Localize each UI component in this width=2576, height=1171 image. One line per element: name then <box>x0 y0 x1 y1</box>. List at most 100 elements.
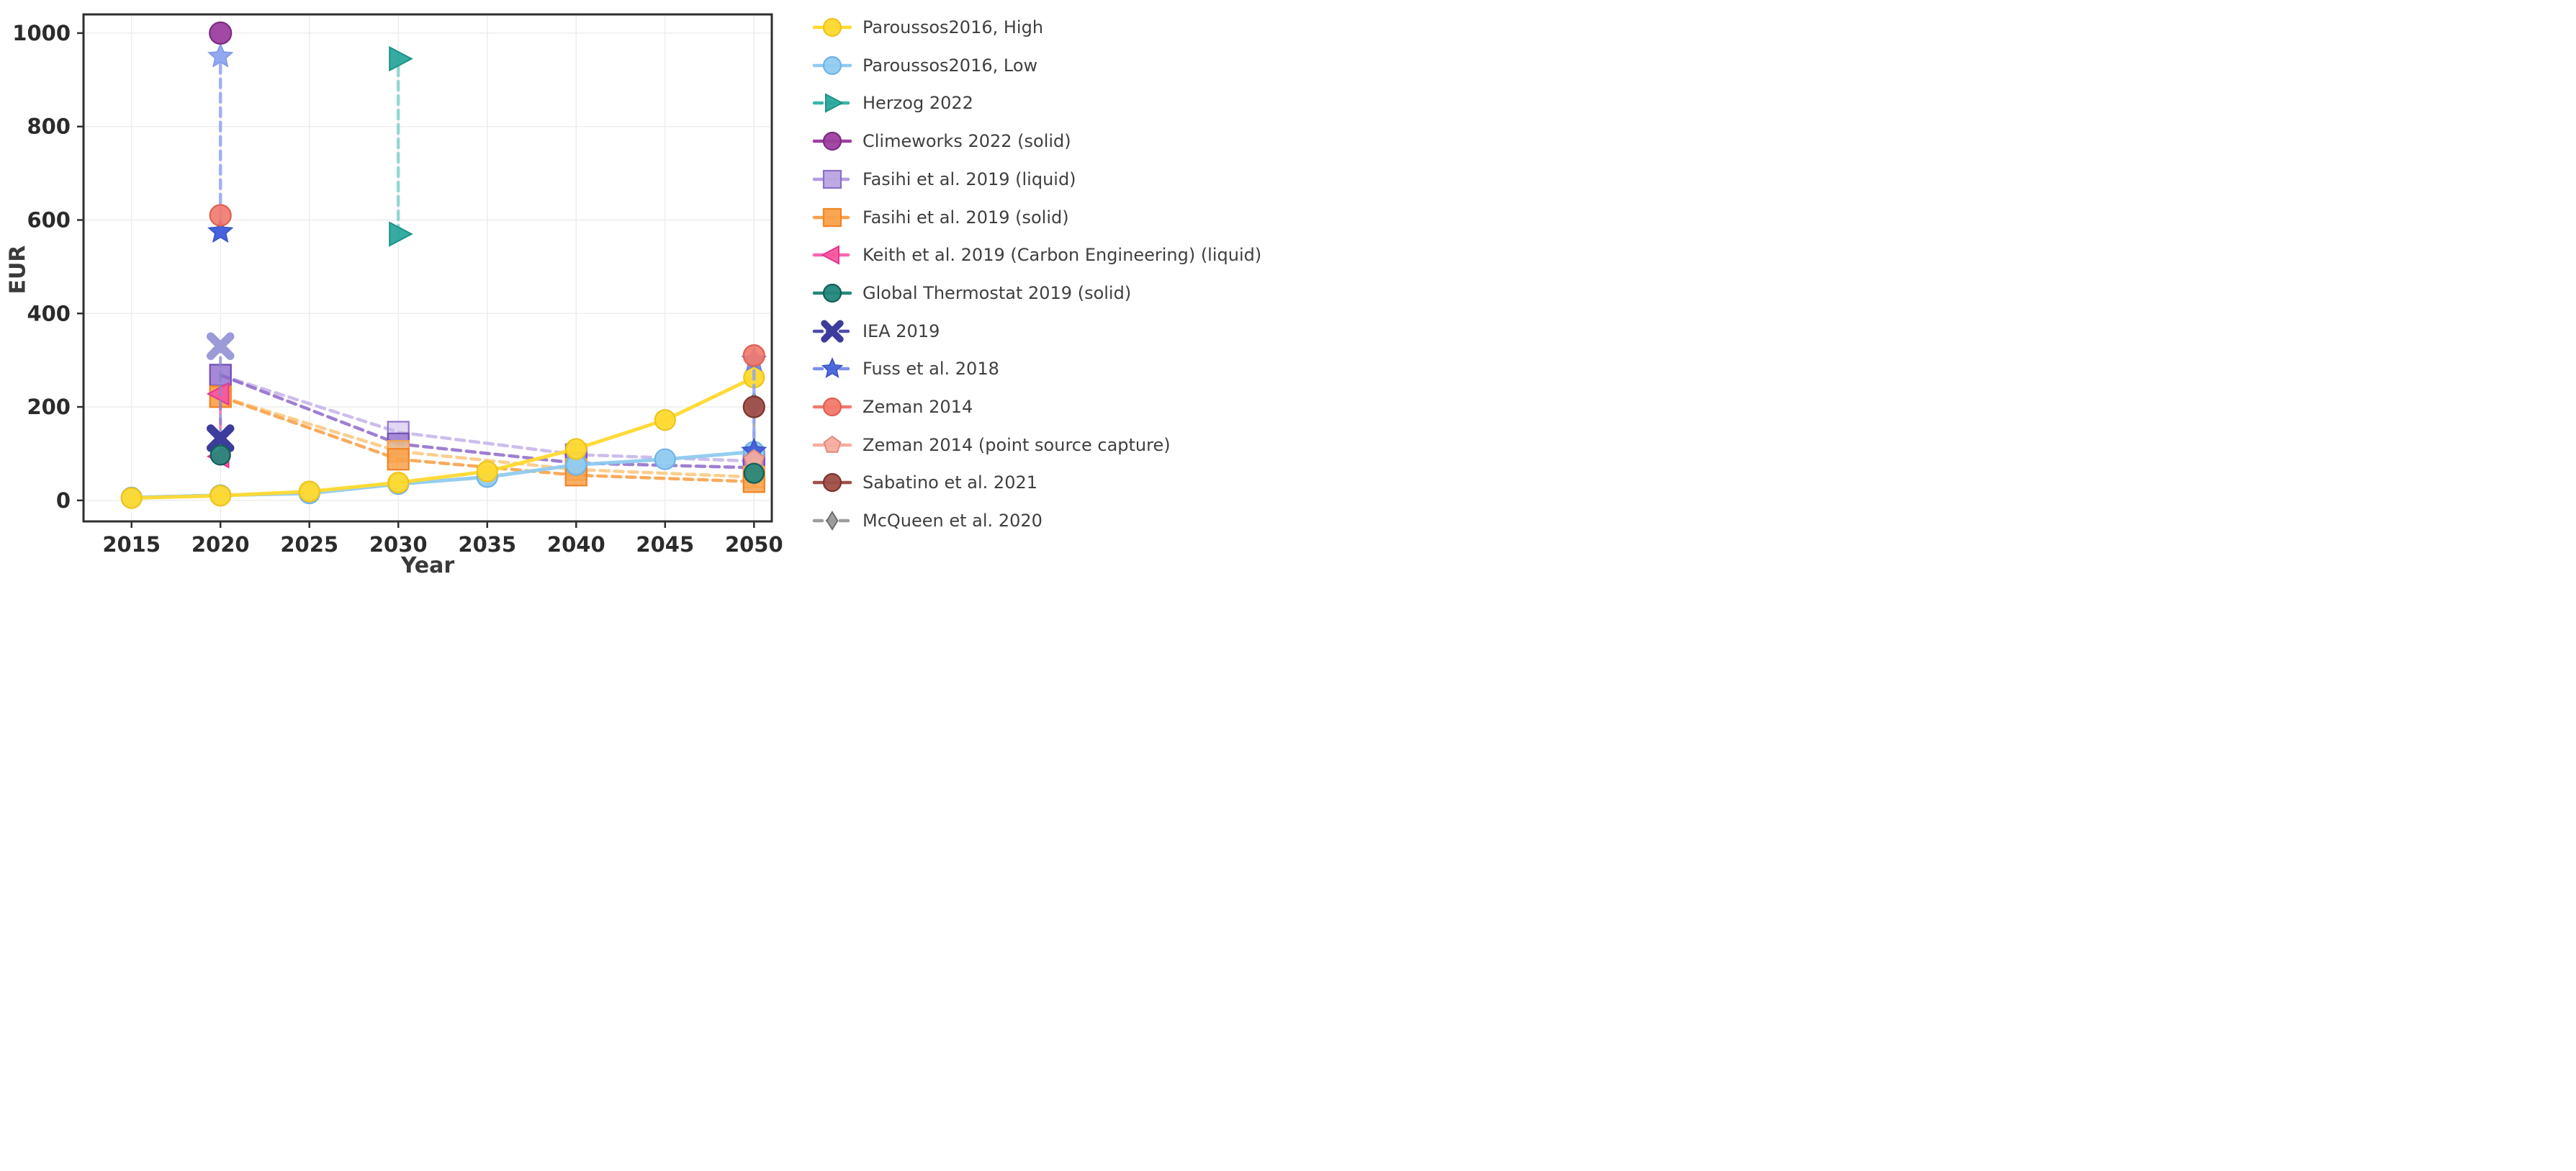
legend: Paroussos2016, High Paroussos2016, Low Her… <box>812 0 1287 586</box>
point-paroussos-high <box>476 460 498 483</box>
x-tick-label: 2045 <box>636 532 694 557</box>
chart-canvas: 2015 2020 2025 2030 2035 2040 2045 2050 0 200 400 6… <box>0 0 812 586</box>
axes-frame <box>82 13 773 523</box>
series-fuss-2020-range <box>207 42 234 243</box>
legend-sample-marker <box>822 169 842 189</box>
legend-sample-marker <box>826 511 839 531</box>
point-herzog-range <box>389 221 413 247</box>
legend-sample-marker <box>822 55 842 75</box>
legend-item-14: McQueen et al. 2020 <box>812 508 1042 533</box>
legend-item-label: Paroussos2016, Low <box>863 55 1038 76</box>
legend-sample-icon <box>812 357 852 379</box>
legend-item-7: Keith et al. 2019 (Carbon Engineering) (… <box>812 243 1261 267</box>
legend-item-6: Fasihi et al. 2019 (solid) <box>812 205 1069 230</box>
series-global-thermostat <box>210 444 765 484</box>
legend-item-5: Fasihi et al. 2019 (liquid) <box>812 167 1076 192</box>
legend-item-2: Paroussos2016, Low <box>812 53 1037 78</box>
legend-item-label: Climeworks 2022 (solid) <box>863 131 1071 152</box>
legend-sample-icon <box>812 283 852 302</box>
point-fuss-2020-range <box>207 217 234 243</box>
y-axis-title: EUR <box>5 245 31 295</box>
legend-item-label: Fuss et al. 2018 <box>863 359 999 380</box>
x-tick-label: 2040 <box>547 532 605 557</box>
legend-sample-marker <box>822 397 842 417</box>
legend-sample-marker <box>822 283 842 302</box>
legend-item-label: Keith et al. 2019 (Carbon Engineering) (… <box>863 245 1262 266</box>
legend-item-label: Zeman 2014 (point source capture) <box>863 434 1171 455</box>
legend-item-label: McQueen et al. 2020 <box>863 511 1042 531</box>
series-herzog-range <box>389 45 413 247</box>
point-paroussos-high <box>387 472 410 494</box>
legend-sample-marker <box>821 319 844 343</box>
legend-sample-marker <box>821 245 839 265</box>
legend-sample-icon <box>812 17 852 37</box>
legend-sample-icon <box>812 245 852 265</box>
legend-sample-marker <box>822 207 842 227</box>
legend-sample-icon <box>812 397 852 417</box>
y-tick-label: 0 <box>56 488 71 513</box>
legend-item-8: Global Thermostat 2019 (solid) <box>812 281 1131 305</box>
legend-sample-icon <box>812 55 852 75</box>
legend-item-label: Zeman 2014 <box>863 397 973 417</box>
y-tick-label: 200 <box>27 395 71 419</box>
figure: 2015 2020 2025 2030 2035 2040 2045 2050 0 200 400 6… <box>0 0 1288 586</box>
legend-item-12: Zeman 2014 (point source capture) <box>812 433 1171 457</box>
point-global-thermostat <box>743 462 765 484</box>
point-sabatino <box>742 395 765 418</box>
series-sabatino <box>742 395 765 418</box>
legend-sample-icon <box>812 473 852 493</box>
x-tick-label: 2020 <box>192 532 250 557</box>
point-paroussos-high <box>298 480 320 503</box>
x-axis-title: Year <box>400 553 455 578</box>
point-paroussos-high <box>120 487 143 509</box>
legend-sample-icon <box>812 131 852 151</box>
y-tick-label: 1000 <box>12 21 71 45</box>
legend-sample-marker <box>822 473 842 493</box>
point-iea-range <box>206 332 235 360</box>
legend-item-label: Paroussos2016, High <box>863 17 1044 37</box>
legend-item-1: Paroussos2016, High <box>812 15 1043 40</box>
point-climeworks <box>209 21 233 45</box>
legend-sample-marker <box>825 93 844 114</box>
point-fasihi-solid-base <box>387 448 410 471</box>
y-tick-label: 400 <box>27 301 71 326</box>
legend-sample-marker <box>822 131 842 151</box>
point-zeman <box>742 344 765 367</box>
point-paroussos-high <box>565 438 587 460</box>
y-tick-label: 600 <box>27 207 71 232</box>
y-tick-label: 800 <box>27 115 71 139</box>
series-fasihi-solid-conservative-line <box>218 395 756 479</box>
ticks: 2015 2020 2025 2030 2035 2040 2045 2050 0 200 400 6… <box>12 21 783 557</box>
legend-item-4: Climeworks 2022 (solid) <box>812 129 1071 153</box>
point-global-thermostat <box>210 444 231 466</box>
point-fuss-2020-range <box>207 42 234 68</box>
point-iea-range <box>206 424 235 452</box>
point-paroussos-high <box>210 485 232 507</box>
legend-item-13: Sabatino et al. 2021 <box>812 470 1037 495</box>
legend-item-3: Herzog 2022 <box>812 91 973 115</box>
legend-sample-marker <box>823 435 842 453</box>
legend-sample-icon <box>812 435 852 453</box>
series-iea-range <box>206 332 235 452</box>
legend-item-label: IEA 2019 <box>863 320 940 341</box>
point-zeman <box>209 204 232 227</box>
legend-item-label: Global Thermostat 2019 (solid) <box>863 282 1132 303</box>
legend-sample-icon <box>812 169 852 189</box>
point-keith-range <box>206 382 230 406</box>
x-tick-label: 2025 <box>280 532 338 557</box>
point-herzog-range <box>389 45 413 72</box>
x-tick-label: 2035 <box>458 532 516 557</box>
legend-item-label: Herzog 2022 <box>863 93 973 114</box>
series-paroussos-high <box>120 367 765 509</box>
legend-item-label: Sabatino et al. 2021 <box>863 472 1037 493</box>
legend-sample-icon <box>812 511 852 531</box>
legend-sample-marker <box>821 357 844 379</box>
x-tick-label: 2015 <box>102 532 161 557</box>
point-paroussos-low <box>654 448 676 470</box>
legend-item-9: IEA 2019 <box>812 319 940 344</box>
legend-item-10: Fuss et al. 2018 <box>812 356 999 381</box>
legend-item-11: Zeman 2014 <box>812 395 973 419</box>
x-tick-label: 2030 <box>369 532 428 557</box>
legend-item-label: Fasihi et al. 2019 (liquid) <box>863 169 1076 189</box>
legend-sample-icon <box>812 93 852 114</box>
